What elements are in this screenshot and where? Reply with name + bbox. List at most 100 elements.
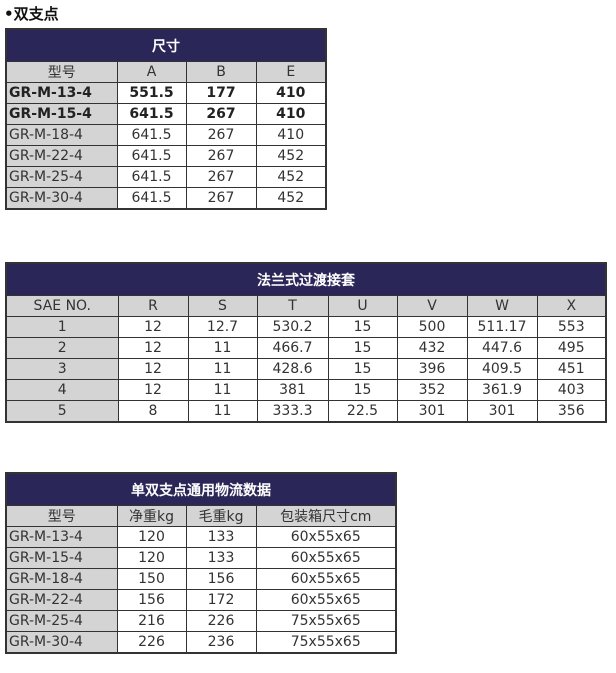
table-cell: 75x55x65	[255, 610, 397, 632]
table-cell: 641.5	[116, 187, 187, 210]
table-cell: 447.6	[466, 337, 538, 359]
column-header: S	[187, 295, 258, 317]
table-cell: 12	[117, 379, 189, 401]
table-row: 2 12 11 466.7 15 432 447.6 495	[5, 337, 607, 359]
table-cell: 641.5	[116, 103, 187, 125]
column-header: SAE NO.	[5, 295, 119, 317]
table-cell: 60x55x65	[255, 589, 397, 611]
column-header: 型号	[5, 505, 118, 527]
column-header: E	[255, 61, 327, 83]
column-header: 包装箱尺寸cm	[255, 505, 397, 527]
table-cell: 352	[396, 379, 468, 401]
table-row: GR-M-18-4 150 156 60x55x65	[5, 568, 397, 590]
table-cell: GR-M-22-4	[5, 145, 118, 167]
table-cell: 410	[255, 124, 327, 146]
table-row: GR-M-22-4 156 172 60x55x65	[5, 589, 397, 611]
table-cell: 410	[255, 103, 327, 125]
table-title: 法兰式过渡接套	[5, 262, 607, 296]
table-cell: 641.5	[116, 124, 187, 146]
table-cell: 75x55x65	[255, 631, 397, 654]
table-cell: 22.5	[327, 400, 398, 423]
table-cell: GR-M-15-4	[5, 547, 118, 569]
table-row: GR-M-22-4 641.5 267 452	[5, 145, 327, 167]
column-header: A	[116, 61, 187, 83]
table-cell: GR-M-22-4	[5, 589, 118, 611]
column-header: X	[536, 295, 607, 317]
table-cell: 120	[116, 526, 187, 548]
table-cell: 1	[5, 316, 119, 338]
table-cell: 553	[536, 316, 607, 338]
table-cell: 15	[327, 379, 398, 401]
flange-adapter-table: 法兰式过渡接套 SAE NO. R S T U V W X 1 12 12.7 530.2 15 500 51…	[5, 262, 607, 423]
table-cell: 12	[117, 358, 189, 380]
logistics-table: 单双支点通用物流数据 型号 净重kg 毛重kg 包装箱尺寸cm GR-M-13-4 120 1…	[5, 472, 397, 654]
table-cell: 150	[116, 568, 187, 590]
table-cell: 301	[396, 400, 468, 423]
table-cell: 3	[5, 358, 119, 380]
table-cell: 8	[117, 400, 189, 423]
column-header: U	[327, 295, 398, 317]
table-cell: 381	[256, 379, 329, 401]
table-cell: 267	[185, 187, 257, 210]
table-cell: 236	[185, 631, 257, 654]
table-cell: 177	[185, 82, 257, 104]
table-cell: 452	[255, 166, 327, 188]
column-header: T	[256, 295, 329, 317]
table-row: GR-M-25-4 216 226 75x55x65	[5, 610, 397, 632]
table-title: 单双支点通用物流数据	[5, 472, 397, 506]
table-cell: 451	[536, 358, 607, 380]
table-row: GR-M-15-4 641.5 267 410	[5, 103, 327, 125]
table-cell: 500	[396, 316, 468, 338]
table-row: 5 8 11 333.3 22.5 301 301 356	[5, 400, 607, 423]
table-cell: 15	[327, 316, 398, 338]
table-cell: 12	[117, 316, 189, 338]
table-cell: 60x55x65	[255, 547, 397, 569]
table-cell: 133	[185, 526, 257, 548]
table-cell: GR-M-18-4	[5, 568, 118, 590]
table-cell: 356	[536, 400, 607, 423]
column-header: W	[466, 295, 538, 317]
table-cell: 410	[255, 82, 327, 104]
table-cell: 551.5	[116, 82, 187, 104]
column-header: V	[396, 295, 468, 317]
dimensions-table: 尺寸 型号 A B E GR-M-13-4 551.5 177 410 GR-M-15-4 641.…	[5, 28, 327, 210]
table-cell: 15	[327, 358, 398, 380]
table-cell: 267	[185, 124, 257, 146]
column-header: 净重kg	[116, 505, 187, 527]
table-cell: 216	[116, 610, 187, 632]
table-cell: 432	[396, 337, 468, 359]
column-header: 型号	[5, 61, 118, 83]
table-title-row: 单双支点通用物流数据	[5, 472, 397, 506]
table-title: 尺寸	[5, 28, 327, 62]
table-cell: GR-M-18-4	[5, 124, 118, 146]
table-row: GR-M-15-4 120 133 60x55x65	[5, 547, 397, 569]
table-cell: 641.5	[116, 166, 187, 188]
table-cell: 60x55x65	[255, 526, 397, 548]
table-row: GR-M-18-4 641.5 267 410	[5, 124, 327, 146]
table-cell: 403	[536, 379, 607, 401]
header-row: SAE NO. R S T U V W X	[5, 295, 607, 317]
table-cell: 11	[187, 337, 258, 359]
table-cell: 267	[185, 145, 257, 167]
table-cell: 333.3	[256, 400, 329, 423]
table-row: GR-M-30-4 226 236 75x55x65	[5, 631, 397, 654]
table-cell: 361.9	[466, 379, 538, 401]
table-cell: 495	[536, 337, 607, 359]
table-cell: GR-M-25-4	[5, 166, 118, 188]
table-cell: 11	[187, 358, 258, 380]
table-cell: 267	[185, 103, 257, 125]
column-header: 毛重kg	[185, 505, 257, 527]
table-cell: GR-M-15-4	[5, 103, 118, 125]
table-cell: GR-M-13-4	[5, 82, 118, 104]
table-cell: 226	[116, 631, 187, 654]
table-cell: 11	[187, 400, 258, 423]
table-cell: GR-M-25-4	[5, 610, 118, 632]
table-cell: 15	[327, 337, 398, 359]
table-cell: 409.5	[466, 358, 538, 380]
table-cell: GR-M-30-4	[5, 187, 118, 210]
table-cell: GR-M-13-4	[5, 526, 118, 548]
table-cell: 511.17	[466, 316, 538, 338]
table-cell: 641.5	[116, 145, 187, 167]
table-cell: 12.7	[187, 316, 258, 338]
table-cell: 452	[255, 187, 327, 210]
